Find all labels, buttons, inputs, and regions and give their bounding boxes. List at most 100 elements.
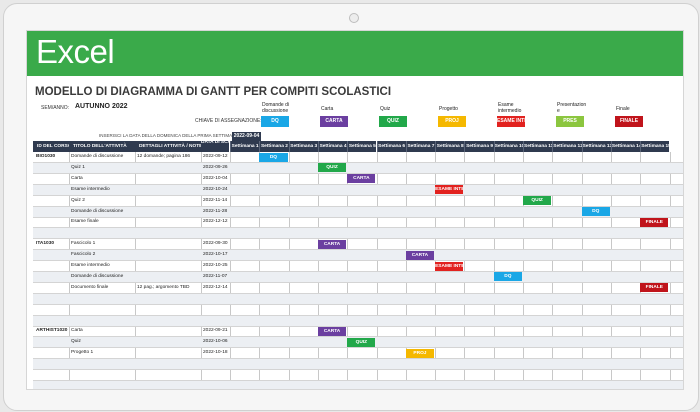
activity-title-cell[interactable] [71,359,135,369]
activity-title-cell[interactable] [71,316,135,326]
course-id-cell[interactable] [36,185,70,195]
due-date-cell[interactable]: 2022-12-14 [203,284,228,290]
course-id-cell[interactable] [36,359,70,369]
activity-title-cell[interactable] [71,228,135,238]
gantt-bar-esame-intermedio[interactable]: ESAME INTERMEDIO [435,261,464,271]
course-id-cell[interactable]: BIO1030 [36,154,56,159]
gantt-bar-quiz[interactable]: QUIZ [347,337,376,347]
due-date-cell[interactable]: 2022-10-04 [203,175,228,181]
due-date-cell[interactable] [203,359,231,369]
due-date-cell[interactable]: 2022-11-28 [203,208,228,214]
activity-details-cell[interactable] [137,381,201,389]
activity-title-cell[interactable]: Documento finale [71,284,109,290]
gantt-bar-carta[interactable]: CARTA [405,250,435,260]
activity-title-cell[interactable] [71,370,135,380]
activity-details-cell[interactable] [137,174,201,184]
course-id-cell[interactable] [36,337,70,347]
activity-details-cell[interactable] [137,228,201,238]
activity-title-cell[interactable]: Domande di discussione [71,273,124,279]
activity-title-cell[interactable]: Progetto 1 [71,350,94,356]
due-date-cell[interactable]: 2022-10-17 [203,252,228,258]
due-date-cell[interactable] [203,305,231,315]
course-id-cell[interactable] [36,305,70,315]
activity-details-cell[interactable] [137,316,201,326]
activity-details-cell[interactable] [137,185,201,195]
activity-title-cell[interactable] [71,305,135,315]
activity-details-cell[interactable] [137,370,201,380]
activity-details-cell[interactable] [137,348,201,358]
due-date-cell[interactable] [203,381,231,389]
activity-title-cell[interactable]: Quiz 1 [71,164,85,170]
course-id-cell[interactable] [36,174,70,184]
activity-details-cell[interactable] [137,326,201,336]
gantt-bar-carta[interactable]: CARTA [347,174,376,184]
due-date-cell[interactable]: 2022-10-06 [203,339,228,345]
gantt-bar-esame-intermedio[interactable]: ESAME INTERMEDIO [435,185,464,195]
activity-details-cell[interactable]: 12 domande; pagina 186 [137,154,191,159]
activity-details-cell[interactable] [137,337,201,347]
activity-details-cell[interactable]: 12 pag.; argomento TBD [137,284,190,290]
course-id-cell[interactable] [36,272,70,282]
due-date-cell[interactable] [203,294,231,304]
course-id-cell[interactable] [36,163,70,173]
activity-title-cell[interactable]: Carta [71,175,83,181]
activity-title-cell[interactable]: Esame intermedio [71,263,110,268]
activity-details-cell[interactable] [137,239,201,249]
course-id-cell[interactable] [36,348,70,358]
gantt-bar-quiz[interactable]: QUIZ [317,163,347,173]
course-id-cell[interactable] [36,294,70,304]
gantt-bar-dq[interactable]: DQ [493,272,522,282]
activity-details-cell[interactable] [137,163,201,173]
due-date-cell[interactable] [203,316,231,326]
activity-details-cell[interactable] [137,305,201,315]
course-id-cell[interactable] [36,381,70,389]
activity-details-cell[interactable] [137,359,201,369]
gantt-bar-dq[interactable]: DQ [581,207,610,216]
course-id-cell[interactable]: ITA1030 [36,241,55,247]
course-id-cell[interactable] [36,228,70,238]
start-date-cell[interactable]: 2022-09-04 [232,132,261,141]
course-id-cell[interactable] [36,217,70,227]
gantt-bar-carta[interactable]: CARTA [317,239,347,249]
due-date-cell[interactable]: 2022-09-21 [203,328,228,334]
activity-title-cell[interactable]: Quiz [71,339,81,345]
activity-title-cell[interactable]: Domande di discussione [71,208,124,214]
due-date-cell[interactable]: 2022-12-12 [203,219,228,225]
due-date-cell[interactable] [203,370,231,380]
activity-title-cell[interactable] [71,381,135,389]
gantt-bar-finale[interactable]: FINALE [640,217,669,227]
course-id-cell[interactable] [36,250,70,260]
due-date-cell[interactable]: 2022-10-18 [203,350,228,356]
activity-details-cell[interactable] [137,272,201,282]
activity-details-cell[interactable] [137,217,201,227]
due-date-cell[interactable]: 2022-11-07 [203,273,228,279]
course-id-cell[interactable] [36,370,70,380]
gantt-bar-quiz[interactable]: QUIZ [523,196,552,206]
course-id-cell[interactable] [36,283,70,293]
due-date-cell[interactable]: 2022-09-26 [203,164,228,170]
due-date-cell[interactable]: 2022-09-12 [203,154,228,159]
course-id-cell[interactable] [36,207,70,217]
gantt-bar-carta[interactable]: CARTA [317,326,347,336]
activity-details-cell[interactable] [137,196,201,206]
activity-details-cell[interactable] [137,261,201,271]
course-id-cell[interactable]: ARTHIST1020 [36,328,68,334]
due-date-cell[interactable]: 2022-11-14 [203,197,228,203]
activity-title-cell[interactable]: Quiz 2 [71,197,85,203]
activity-details-cell[interactable] [137,250,201,260]
due-date-cell[interactable] [203,228,231,238]
activity-details-cell[interactable] [137,294,201,304]
activity-details-cell[interactable] [137,207,201,217]
activity-title-cell[interactable]: Esame finale [71,219,99,225]
gantt-bar-finale[interactable]: FINALE [640,283,669,293]
semester-value[interactable]: AUTUNNO 2022 [75,103,128,110]
activity-title-cell[interactable] [71,294,135,304]
course-id-cell[interactable] [36,261,70,271]
activity-title-cell[interactable]: Fascicolo 1 [71,241,96,247]
course-id-cell[interactable] [36,316,70,326]
gantt-bar-proj[interactable]: PROJ [405,348,435,358]
gantt-bar-dq[interactable]: DQ [259,152,288,162]
due-date-cell[interactable]: 2022-10-24 [203,186,228,192]
due-date-cell[interactable]: 2022-09-30 [203,241,228,247]
course-id-cell[interactable] [36,196,70,206]
